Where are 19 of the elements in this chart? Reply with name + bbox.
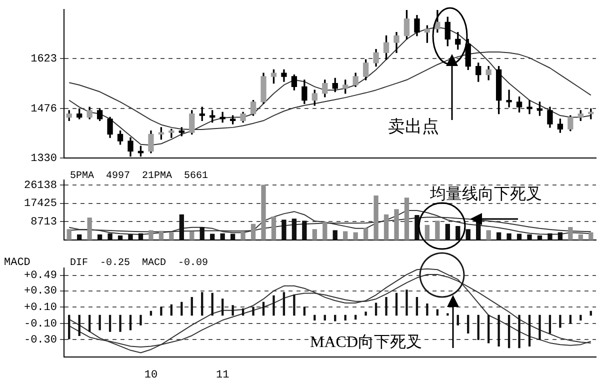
y-tick-label: 17425 — [24, 198, 57, 210]
y-tick-label: 1623 — [30, 53, 57, 66]
x-tick-label: 10 — [144, 369, 158, 382]
y-tick-label: -0.10 — [24, 318, 57, 330]
annotation: 卖出点 — [388, 117, 439, 136]
y-axis-title: MACD — [4, 257, 31, 269]
y-tick-label: +0.10 — [24, 302, 57, 314]
y-tick-label: -0.30 — [24, 334, 57, 347]
y-tick-label: 26138 — [24, 180, 57, 192]
annotation: 均量线向下死叉 — [429, 185, 542, 203]
y-tick-label: +0.49 — [24, 270, 57, 282]
annotation: MACD向下死叉 — [310, 334, 422, 351]
y-tick-label: 8713 — [30, 216, 57, 229]
y-tick-label: 1476 — [30, 103, 57, 116]
y-tick-label: +0.30 — [24, 286, 57, 298]
annotation: 5PMA 4997 21PMA 5661 — [70, 171, 208, 182]
y-tick-label: 1330 — [30, 152, 57, 165]
annotation: DIF -0.25 MACD -0.09 — [70, 258, 208, 269]
x-tick-label: 11 — [216, 369, 230, 382]
